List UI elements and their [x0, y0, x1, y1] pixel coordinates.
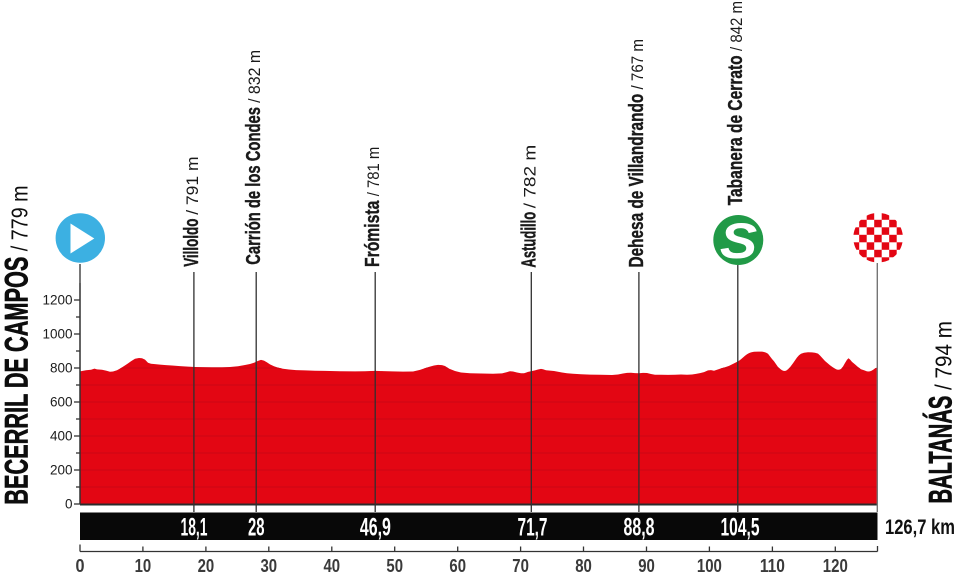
svg-text:Carrión de los Condes / 832 m: Carrión de los Condes / 832 m	[243, 50, 265, 265]
svg-text:0: 0	[76, 556, 85, 576]
svg-text:120: 120	[823, 556, 848, 576]
svg-text:600: 600	[50, 395, 73, 410]
svg-text:20: 20	[198, 556, 215, 576]
svg-text:30: 30	[261, 556, 278, 576]
svg-text:BECERRIL DE CAMPOS / 779 m: BECERRIL DE CAMPOS / 779 m	[0, 185, 34, 504]
svg-text:46,9: 46,9	[360, 514, 391, 542]
svg-text:40: 40	[324, 556, 341, 576]
svg-text:BALTANÁS / 794 m: BALTANÁS / 794 m	[923, 321, 959, 504]
svg-text:104,5: 104,5	[721, 514, 760, 542]
svg-text:1200: 1200	[42, 293, 72, 308]
svg-text:Tabanera de Cerrato / 842 m: Tabanera de Cerrato / 842 m	[725, 1, 747, 205]
svg-text:110: 110	[760, 556, 785, 576]
svg-text:18,1: 18,1	[181, 514, 208, 542]
svg-text:800: 800	[50, 361, 73, 376]
svg-text:400: 400	[50, 429, 73, 444]
svg-text:S: S	[720, 214, 757, 270]
svg-text:Astudillo / 782 m: Astudillo / 782 m	[518, 145, 540, 268]
svg-text:10: 10	[135, 556, 152, 576]
svg-text:Villoldo / 791 m: Villoldo / 791 m	[181, 156, 203, 266]
svg-text:100: 100	[697, 556, 722, 576]
svg-text:Frómista / 781 m: Frómista / 781 m	[362, 147, 384, 267]
svg-text:60: 60	[449, 556, 466, 576]
svg-text:70: 70	[512, 556, 529, 576]
svg-text:71,7: 71,7	[518, 514, 548, 542]
svg-text:0: 0	[65, 497, 73, 512]
svg-text:Dehesa de Villandrando / 767 m: Dehesa de Villandrando / 767 m	[626, 39, 648, 268]
svg-text:50: 50	[386, 556, 403, 576]
svg-text:1000: 1000	[42, 327, 72, 342]
svg-text:200: 200	[50, 463, 73, 478]
svg-text:90: 90	[638, 556, 655, 576]
svg-text:80: 80	[575, 556, 592, 576]
svg-text:28: 28	[248, 514, 265, 542]
svg-text:126,7 km: 126,7 km	[885, 516, 955, 539]
svg-text:88,8: 88,8	[624, 514, 655, 542]
